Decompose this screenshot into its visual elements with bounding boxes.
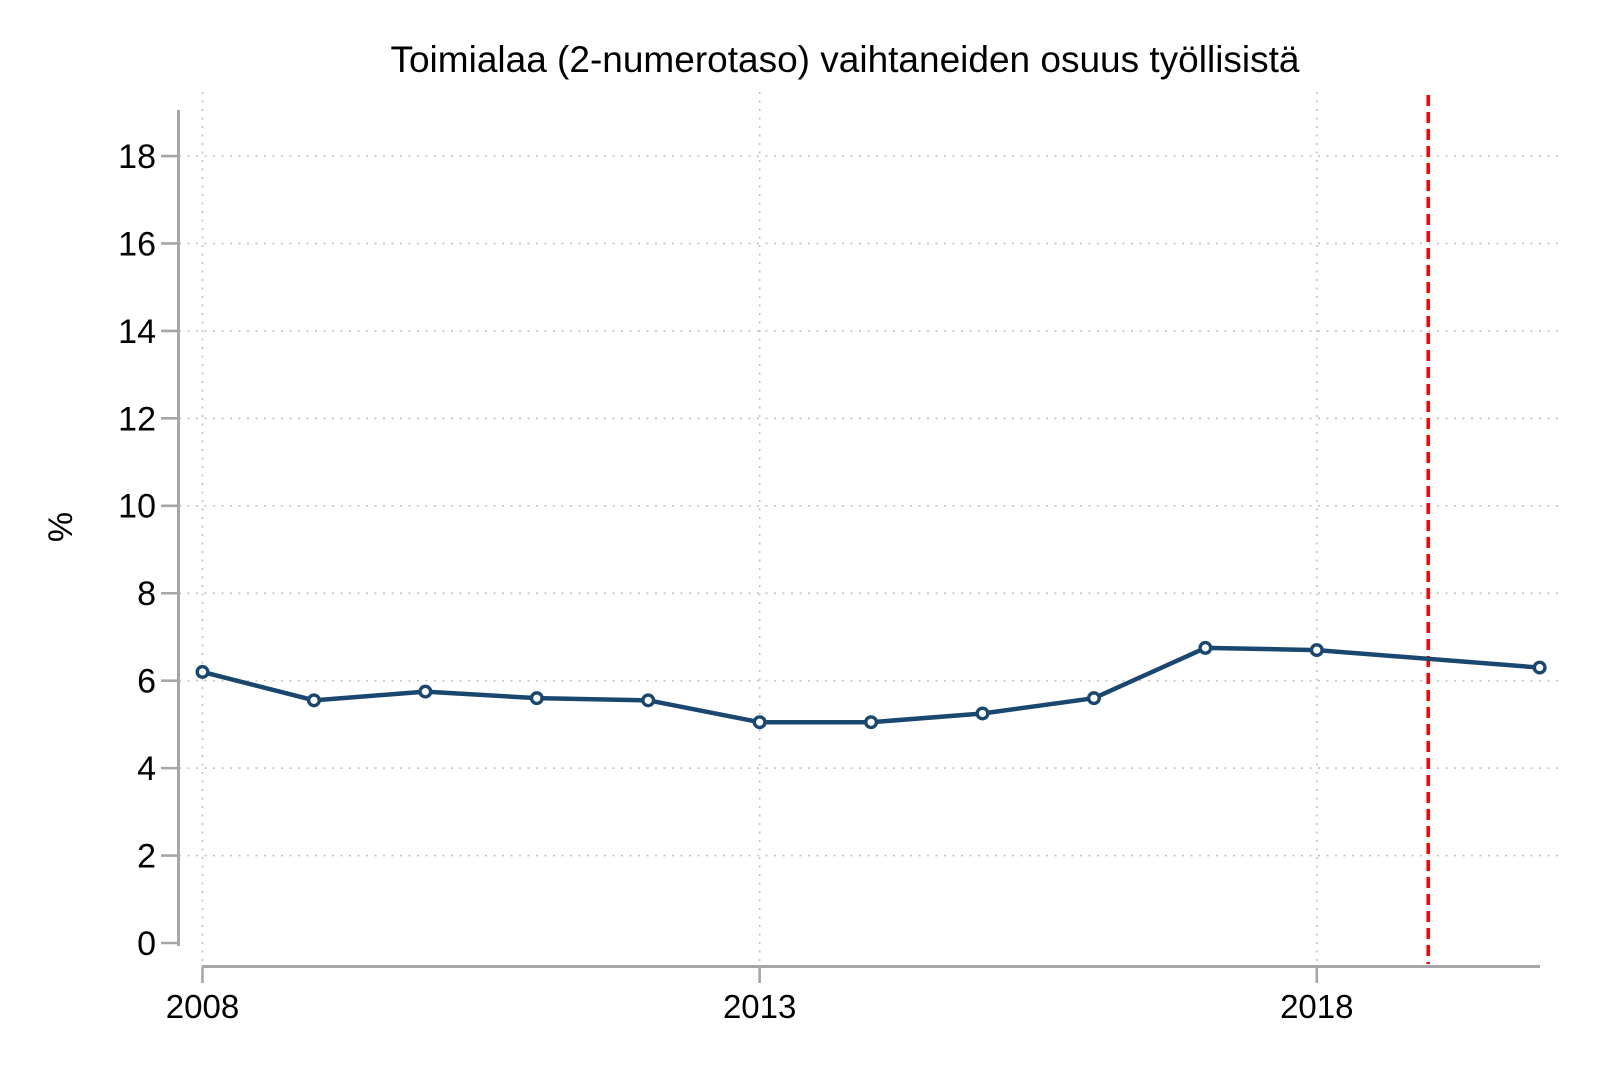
y-tick-label: 16 xyxy=(118,225,156,263)
gridlines xyxy=(179,92,1562,965)
y-tick-label: 2 xyxy=(137,837,156,875)
y-tick-label: 0 xyxy=(137,925,156,963)
y-tick-label: 4 xyxy=(137,750,156,788)
data-point xyxy=(752,715,767,730)
y-tick-label: 10 xyxy=(118,488,156,526)
data-point xyxy=(1198,640,1213,655)
y-tick-label: 12 xyxy=(118,400,156,438)
data-point xyxy=(864,715,879,730)
data-point xyxy=(641,693,656,708)
data-series-group xyxy=(195,640,1547,730)
data-point xyxy=(975,706,990,721)
data-point xyxy=(529,691,544,706)
data-line xyxy=(200,645,1542,725)
data-point xyxy=(418,684,433,699)
y-axis-label: % xyxy=(42,512,80,542)
data-point xyxy=(306,693,321,708)
data-point xyxy=(1086,691,1101,706)
y-tick-label: 14 xyxy=(118,313,156,351)
x-tick-label: 2018 xyxy=(1280,988,1353,1025)
y-tick-label: 8 xyxy=(137,575,156,613)
x-tick-label: 2008 xyxy=(166,988,239,1025)
tick-labels: 0 2 4 6 8 10 12 14 16 18 2008 2013 2018 xyxy=(118,138,1353,1025)
axes xyxy=(161,110,1540,983)
x-tick-label: 2013 xyxy=(723,988,796,1025)
y-tick-label: 18 xyxy=(118,138,156,176)
data-point xyxy=(1309,643,1324,658)
data-point xyxy=(195,664,210,679)
chart-title: Toimialaa (2-numerotaso) vaihtaneiden os… xyxy=(390,39,1299,80)
data-point xyxy=(1532,660,1547,675)
y-tick-label: 6 xyxy=(137,663,156,701)
